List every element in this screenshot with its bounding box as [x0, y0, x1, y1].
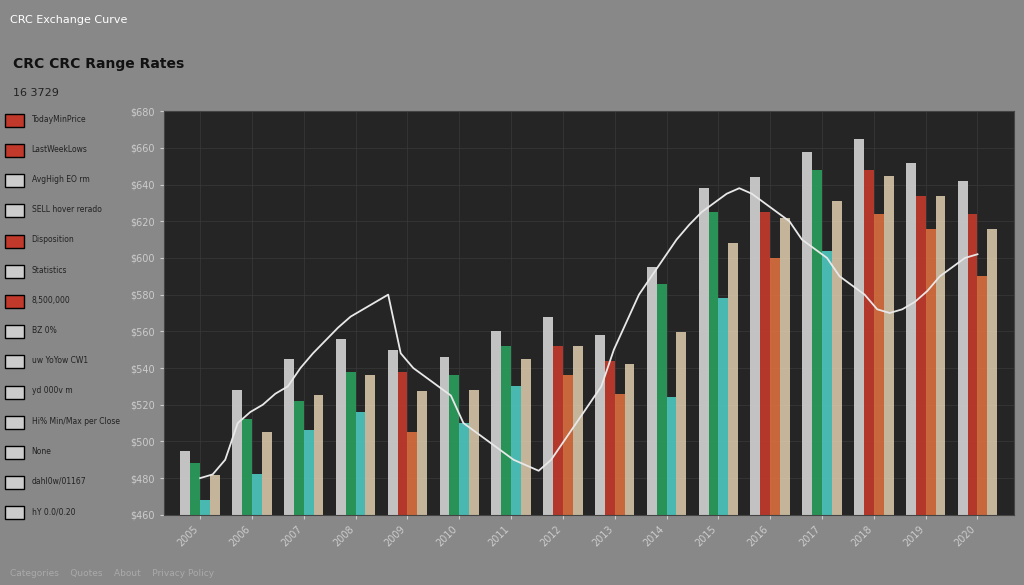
Bar — [812, 170, 822, 515]
Bar — [388, 350, 397, 515]
Bar — [728, 243, 738, 515]
Bar — [936, 195, 945, 515]
Bar — [210, 476, 220, 515]
Bar — [677, 332, 686, 515]
Bar — [780, 218, 790, 515]
Bar — [926, 229, 936, 515]
Bar — [501, 346, 511, 515]
Bar — [284, 359, 294, 515]
Bar — [978, 276, 987, 515]
Bar — [831, 201, 842, 515]
Text: Statistics: Statistics — [32, 266, 68, 274]
Text: Hi% Min/Max per Close: Hi% Min/Max per Close — [32, 417, 120, 425]
FancyBboxPatch shape — [5, 204, 24, 218]
Bar — [294, 401, 304, 515]
Text: dahl0w/01167: dahl0w/01167 — [32, 477, 86, 486]
Bar — [709, 212, 719, 515]
Bar — [803, 152, 812, 515]
Text: hY 0.0/0.20: hY 0.0/0.20 — [32, 507, 75, 516]
FancyBboxPatch shape — [5, 476, 24, 489]
Text: None: None — [32, 447, 51, 456]
Bar — [884, 176, 894, 515]
Bar — [719, 298, 728, 515]
Bar — [355, 412, 366, 515]
FancyBboxPatch shape — [5, 325, 24, 338]
FancyBboxPatch shape — [5, 174, 24, 187]
Text: 8,500,000: 8,500,000 — [32, 296, 71, 305]
Bar — [864, 170, 873, 515]
Bar — [563, 376, 572, 515]
Bar — [873, 214, 884, 515]
FancyBboxPatch shape — [5, 235, 24, 247]
Bar — [647, 267, 656, 515]
Bar — [190, 463, 200, 515]
Bar — [625, 364, 635, 515]
FancyBboxPatch shape — [5, 416, 24, 429]
Bar — [450, 376, 459, 515]
Bar — [180, 450, 190, 515]
FancyBboxPatch shape — [5, 507, 24, 519]
Bar — [511, 386, 521, 515]
FancyBboxPatch shape — [5, 356, 24, 369]
Text: Categories    Quotes    About    Privacy Policy: Categories Quotes About Privacy Policy — [10, 569, 214, 578]
Bar — [252, 474, 262, 515]
Bar — [751, 177, 761, 515]
Text: uw YoYow CW1: uw YoYow CW1 — [32, 356, 88, 365]
Bar — [987, 229, 997, 515]
Bar — [770, 258, 780, 515]
Bar — [242, 419, 252, 515]
FancyBboxPatch shape — [5, 114, 24, 127]
Bar — [232, 390, 242, 515]
Bar — [459, 423, 469, 515]
Bar — [915, 195, 926, 515]
Bar — [656, 284, 667, 515]
Bar — [543, 316, 553, 515]
Bar — [595, 335, 605, 515]
Bar — [439, 357, 450, 515]
Bar — [336, 339, 346, 515]
Bar — [605, 361, 614, 515]
Bar — [822, 250, 831, 515]
FancyBboxPatch shape — [5, 386, 24, 398]
Bar — [553, 346, 563, 515]
Bar — [667, 397, 677, 515]
Text: BZ 0%: BZ 0% — [32, 326, 56, 335]
Bar — [346, 371, 355, 515]
Text: yd 000v m: yd 000v m — [32, 386, 73, 395]
Bar — [521, 359, 530, 515]
Bar — [313, 395, 324, 515]
Bar — [492, 331, 501, 515]
Bar — [906, 163, 915, 515]
Text: SELL hover rerado: SELL hover rerado — [32, 205, 101, 214]
Bar — [408, 432, 417, 515]
Text: CRC CRC Range Rates: CRC CRC Range Rates — [12, 57, 184, 71]
Bar — [968, 214, 978, 515]
FancyBboxPatch shape — [5, 265, 24, 278]
Bar — [854, 139, 864, 515]
Text: AvgHigh EO rm: AvgHigh EO rm — [32, 175, 89, 184]
Text: LastWeekLows: LastWeekLows — [32, 144, 88, 154]
Bar — [698, 188, 709, 515]
Text: Disposition: Disposition — [32, 235, 75, 245]
FancyBboxPatch shape — [5, 144, 24, 157]
Bar — [957, 181, 968, 515]
Text: 16 3729: 16 3729 — [12, 88, 58, 98]
Text: CRC Exchange Curve: CRC Exchange Curve — [10, 15, 128, 26]
Bar — [262, 432, 271, 515]
Bar — [304, 431, 313, 515]
Bar — [469, 390, 479, 515]
Bar — [614, 394, 625, 515]
Bar — [417, 391, 427, 515]
Text: TodayMinPrice: TodayMinPrice — [32, 115, 86, 123]
FancyBboxPatch shape — [5, 446, 24, 459]
Bar — [397, 371, 408, 515]
Bar — [366, 376, 375, 515]
Bar — [200, 500, 210, 515]
FancyBboxPatch shape — [5, 295, 24, 308]
Bar — [572, 346, 583, 515]
Bar — [761, 212, 770, 515]
